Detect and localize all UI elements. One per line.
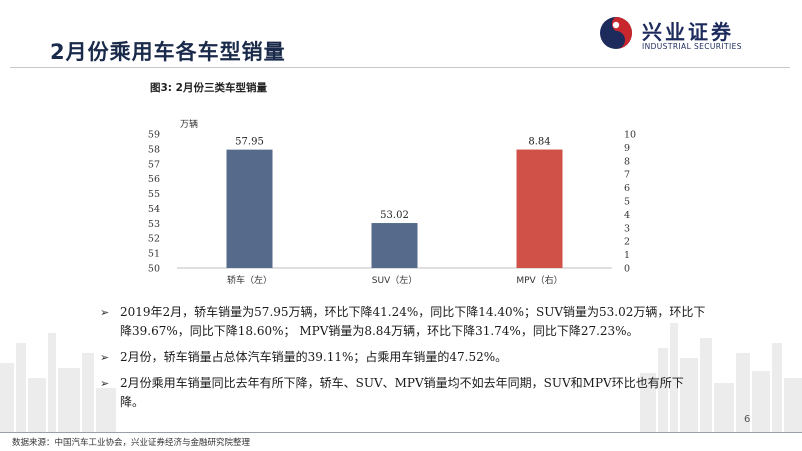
bar-series: [226, 149, 563, 268]
right-axis-tick-label: 5: [624, 197, 630, 208]
right-axis: 0 1 2 3 4 5 6 7 8 9 10: [624, 130, 636, 275]
bar-value-label: 53.02: [380, 210, 409, 221]
left-axis-tick-label: 50: [148, 264, 160, 275]
category-labels: 轿车（左） SUV（左） MPV（右）: [227, 274, 563, 286]
right-axis-tick-label: 0: [624, 264, 630, 275]
left-axis-tick-label: 51: [148, 249, 160, 260]
bar-value-label: 57.95: [235, 137, 264, 148]
bullet-line: 2月份乘用车销量同比去年有所下降，轿车、SUV、MPV销量均不如去年同期，SUV…: [120, 376, 684, 390]
bullet-item: ➢ 2019年2月，轿车销量为57.95万辆，环比下降41.24%，同比下降14…: [100, 303, 760, 341]
bar: [226, 149, 273, 268]
right-axis-tick-label: 2: [624, 237, 630, 248]
bullet-item: ➢ 2月份乘用车销量同比去年有所下降，轿车、SUV、MPV销量均不如去年同期，S…: [100, 374, 760, 412]
city-skyline-background: [0, 323, 802, 433]
logo-name-cn: 兴业证券: [642, 20, 734, 44]
category-label: MPV（右）: [516, 274, 562, 286]
bar-value-label: 8.84: [528, 137, 550, 148]
left-axis-tick-label: 53: [148, 219, 160, 230]
bullet-arrow-icon: ➢: [100, 351, 110, 364]
right-axis-tick-label: 9: [624, 143, 630, 154]
right-axis-tick-label: 6: [624, 183, 630, 194]
slide-title: 2月份乘用车各车型销量: [50, 40, 286, 64]
right-axis-tick-label: 4: [624, 210, 630, 221]
bullet-arrow-icon: ➢: [100, 306, 110, 319]
data-source-note: 数据来源：中国汽车工业协会，兴业证券经济与金融研究院整理: [12, 438, 251, 448]
left-axis-tick-label: 55: [148, 189, 160, 200]
left-axis-tick-label: 52: [148, 234, 160, 245]
right-axis-tick-label: 10: [624, 130, 636, 141]
page-number: 6: [744, 414, 751, 425]
bar-value-labels: 57.95 53.02 8.84: [235, 137, 550, 221]
category-label: 轿车（左）: [227, 274, 272, 286]
analysis-bullets: ➢ 2019年2月，轿车销量为57.95万辆，环比下降41.24%，同比下降14…: [100, 303, 760, 419]
bullet-line: 降39.67%，同比下降18.60%； MPV销量为8.84万辆，环比下降31.…: [120, 324, 639, 338]
bullet-item: ➢ 2月份，轿车销量占总体汽车销量的39.11%；占乘用车销量的47.52%。: [100, 348, 760, 367]
figure-caption: 图3: 2月份三类车型销量: [150, 82, 267, 94]
logo-emblem-icon: [600, 17, 632, 49]
unit-label: 万辆: [180, 118, 198, 130]
company-logo: 兴业证券 INDUSTRIAL SECURITIES: [598, 15, 798, 55]
left-axis-tick-label: 58: [148, 144, 160, 155]
left-axis-tick-label: 56: [148, 174, 160, 185]
right-axis-tick-label: 3: [624, 223, 630, 234]
bullet-line: 降。: [120, 395, 145, 409]
right-axis-tick-label: 8: [624, 156, 630, 167]
footer-divider: [0, 432, 802, 433]
bar: [371, 223, 418, 268]
bullet-line: 2月份，轿车销量占总体汽车销量的39.11%；占乘用车销量的47.52%。: [120, 350, 508, 364]
category-label: SUV（左）: [372, 274, 417, 286]
bullet-line: 2019年2月，轿车销量为57.95万辆，环比下降41.24%，同比下降14.4…: [120, 305, 706, 319]
bar: [516, 149, 563, 268]
logo-name-en: INDUSTRIAL SECURITIES: [642, 42, 742, 51]
left-axis-tick-label: 54: [148, 204, 160, 215]
left-axis: 50 51 52 53 54 55 56 57 58 59: [148, 130, 160, 275]
left-axis-tick-label: 57: [148, 159, 160, 170]
right-axis-tick-label: 1: [624, 250, 630, 261]
bullet-arrow-icon: ➢: [100, 377, 110, 390]
right-axis-tick-label: 7: [624, 170, 630, 181]
left-axis-tick-label: 59: [148, 130, 160, 141]
title-divider: [10, 67, 790, 68]
